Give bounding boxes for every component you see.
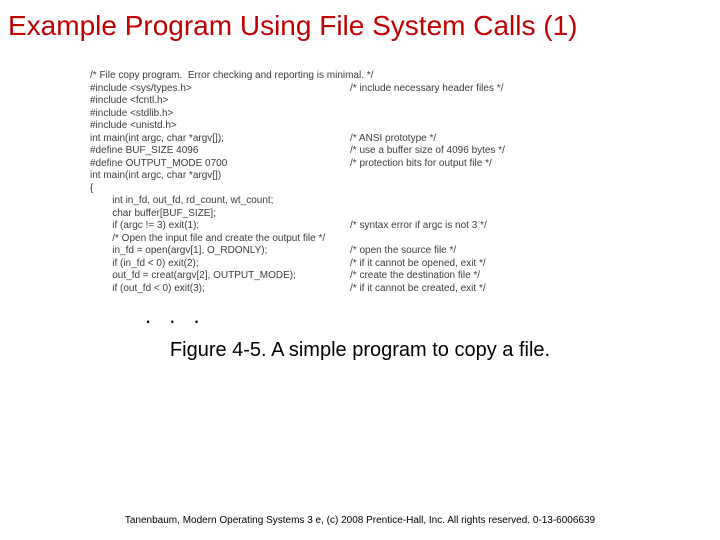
code-line: #include <fcntl.h>	[90, 95, 720, 108]
code-line: #include <unistd.h>	[90, 120, 720, 133]
code-text: if (argc != 3) exit(1);	[90, 220, 350, 233]
code-listing: /* File copy program. Error checking and…	[90, 70, 720, 295]
slide-title: Example Program Using File System Calls …	[0, 0, 720, 42]
code-line: int in_fd, out_fd, rd_count, wt_count;	[90, 195, 720, 208]
code-text: #include <unistd.h>	[90, 120, 350, 133]
code-comment: /* use a buffer size of 4096 bytes */	[350, 145, 505, 158]
code-text: if (in_fd < 0) exit(2);	[90, 258, 350, 271]
code-comment: /* include necessary header files */	[350, 83, 503, 96]
code-line: if (argc != 3) exit(1);/* syntax error i…	[90, 220, 720, 233]
code-line: in_fd = open(argv[1], O_RDONLY);/* open …	[90, 245, 720, 258]
code-comment: /* syntax error if argc is not 3 */	[350, 220, 487, 233]
code-line: if (in_fd < 0) exit(2);/* if it cannot b…	[90, 258, 720, 271]
code-line: #define OUTPUT_MODE 0700/* protection bi…	[90, 158, 720, 171]
code-line: {	[90, 183, 720, 196]
code-line: /* Open the input file and create the ou…	[90, 233, 720, 246]
code-comment: /* create the destination file */	[350, 270, 480, 283]
code-text: #define BUF_SIZE 4096	[90, 145, 350, 158]
code-text: int in_fd, out_fd, rd_count, wt_count;	[90, 195, 350, 208]
code-line: int main(int argc, char *argv[])	[90, 170, 720, 183]
code-line: #define BUF_SIZE 4096/* use a buffer siz…	[90, 145, 720, 158]
ellipsis: . . .	[145, 303, 720, 329]
code-text: if (out_fd < 0) exit(3);	[90, 283, 350, 296]
code-comment: /* open the source file */	[350, 245, 456, 258]
code-line: #include <stdlib.h>	[90, 108, 720, 121]
code-text: char buffer[BUF_SIZE];	[90, 208, 350, 221]
code-comment: /* if it cannot be opened, exit */	[350, 258, 486, 271]
code-text: int main(int argc, char *argv[]);	[90, 133, 350, 146]
code-line: out_fd = creat(argv[2], OUTPUT_MODE);/* …	[90, 270, 720, 283]
code-text: /* Open the input file and create the ou…	[90, 233, 350, 246]
code-text: {	[90, 183, 350, 196]
code-comment: /* protection bits for output file */	[350, 158, 492, 171]
figure-caption: Figure 4-5. A simple program to copy a f…	[0, 339, 720, 362]
code-text: in_fd = open(argv[1], O_RDONLY);	[90, 245, 350, 258]
code-text: /* File copy program. Error checking and…	[90, 70, 350, 83]
code-text: #include <fcntl.h>	[90, 95, 350, 108]
code-comment: /* if it cannot be created, exit */	[350, 283, 486, 296]
code-text: #include <sys/types.h>	[90, 83, 350, 96]
code-line: if (out_fd < 0) exit(3);/* if it cannot …	[90, 283, 720, 296]
code-comment: /* ANSI prototype */	[350, 133, 436, 146]
code-text: #include <stdlib.h>	[90, 108, 350, 121]
code-line: int main(int argc, char *argv[]);/* ANSI…	[90, 133, 720, 146]
code-line: #include <sys/types.h>/* include necessa…	[90, 83, 720, 96]
code-text: int main(int argc, char *argv[])	[90, 170, 350, 183]
code-text: #define OUTPUT_MODE 0700	[90, 158, 350, 171]
code-line: /* File copy program. Error checking and…	[90, 70, 720, 83]
code-text: out_fd = creat(argv[2], OUTPUT_MODE);	[90, 270, 350, 283]
code-line: char buffer[BUF_SIZE];	[90, 208, 720, 221]
title-text: Example Program Using File System Calls …	[8, 10, 712, 42]
copyright-footer: Tanenbaum, Modern Operating Systems 3 e,…	[0, 515, 720, 526]
